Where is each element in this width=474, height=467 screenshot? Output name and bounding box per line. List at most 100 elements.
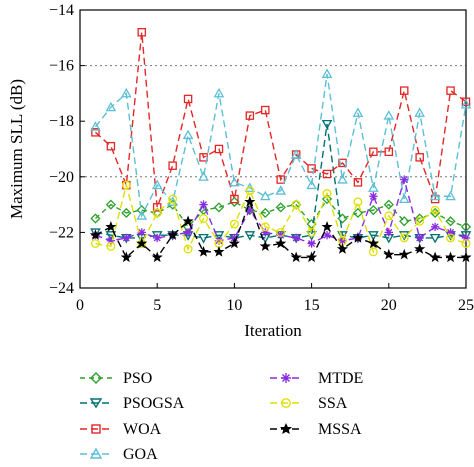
data-point-goa <box>306 179 317 190</box>
series-line-mssa <box>95 199 466 259</box>
data-point-goa <box>368 182 379 192</box>
data-point-mssa <box>352 232 364 243</box>
data-point-ssa <box>353 197 363 207</box>
data-point-mssa <box>290 251 302 263</box>
data-point-woa <box>461 97 471 106</box>
data-point-woa <box>261 105 270 115</box>
legend-marker-ssa <box>281 398 291 408</box>
data-point-mtde <box>122 233 131 243</box>
data-point-woa <box>369 147 378 157</box>
data-point-ssa <box>291 200 301 210</box>
legend-marker-goa <box>89 447 103 459</box>
legend-marker-psogsa <box>89 398 103 409</box>
data-point-ssa <box>415 216 425 226</box>
legend-entry-ssa: SSA <box>270 395 348 412</box>
data-point-psogsa <box>368 231 379 241</box>
data-point-mssa <box>182 215 194 227</box>
data-point-mssa <box>136 237 148 249</box>
data-point-mssa <box>367 237 379 249</box>
data-point-mssa <box>105 220 117 232</box>
x-tick-label: 5 <box>153 297 161 314</box>
data-point-pso <box>90 213 101 224</box>
data-point-mssa <box>414 243 426 254</box>
legend-entry-woa: WOA <box>80 421 162 438</box>
x-tick-label: 25 <box>458 297 474 314</box>
data-point-mssa <box>460 251 472 263</box>
legend-marker-mtde <box>281 373 291 383</box>
data-point-pso <box>213 202 225 213</box>
data-point-psogsa <box>244 231 256 241</box>
data-point-mssa <box>120 251 132 263</box>
legend-label-goa: GOA <box>123 446 158 463</box>
series-line-ssa <box>95 182 467 254</box>
data-point-goa <box>90 121 101 131</box>
data-point-mssa <box>228 237 240 249</box>
data-point-mssa <box>244 195 256 207</box>
data-point-psogsa <box>213 231 225 241</box>
data-point-ssa <box>461 239 471 248</box>
legend-label-psogsa: PSOGSA <box>123 395 185 412</box>
data-point-pso <box>383 199 394 210</box>
data-point-ssa <box>446 233 456 243</box>
data-point-mtde <box>369 192 378 201</box>
legend-marker-pso <box>90 372 102 384</box>
data-point-psogsa <box>429 233 441 244</box>
data-point-ssa <box>152 208 162 218</box>
data-point-ssa <box>183 244 193 254</box>
data-point-pso <box>414 213 425 224</box>
data-point-woa <box>168 161 177 170</box>
data-point-ssa <box>245 186 255 196</box>
data-point-woa <box>183 94 193 104</box>
x-axis-title: Iteration <box>244 321 302 340</box>
data-point-woa <box>137 27 147 37</box>
data-point-mssa <box>151 251 163 263</box>
y-tick-label: −22 <box>49 224 74 241</box>
legend-entry-goa: GOA <box>80 446 158 463</box>
legend-label-woa: WOA <box>123 421 162 438</box>
data-point-goa <box>229 176 240 187</box>
x-tick-label: 10 <box>226 297 242 314</box>
data-point-mtde <box>430 222 440 232</box>
data-point-ssa <box>90 239 100 248</box>
data-point-ssa <box>199 214 208 223</box>
data-point-woa <box>276 175 285 184</box>
x-tick-label: 15 <box>304 297 320 314</box>
data-point-mtde <box>415 233 424 243</box>
series-ssa <box>90 180 471 257</box>
data-point-goa <box>445 190 456 201</box>
data-point-goa <box>121 87 132 98</box>
series-mssa <box>89 195 472 263</box>
legend-entry-mtde: MTDE <box>270 370 363 387</box>
y-tick-label: −14 <box>49 2 74 19</box>
data-point-mssa <box>321 220 333 232</box>
data-point-ssa <box>322 189 332 198</box>
legend-entry-psogsa: PSOGSA <box>80 395 185 412</box>
data-point-mssa <box>167 229 179 240</box>
data-point-woa <box>245 111 255 120</box>
data-point-goa <box>259 190 271 201</box>
data-point-ssa <box>121 180 131 190</box>
y-tick-label: −18 <box>49 113 74 130</box>
data-point-ssa <box>168 194 178 204</box>
data-point-mtde <box>153 233 162 243</box>
data-point-mssa <box>398 248 410 260</box>
data-point-pso <box>275 202 286 213</box>
data-point-pso <box>352 207 364 219</box>
data-point-pso <box>105 199 116 210</box>
data-point-woa <box>384 147 394 157</box>
data-point-goa <box>182 129 194 140</box>
data-point-pso <box>445 216 456 227</box>
data-point-goa <box>136 210 148 220</box>
data-point-mssa <box>89 229 102 240</box>
data-point-pso <box>368 205 379 216</box>
data-point-woa <box>230 194 239 204</box>
data-point-goa <box>398 193 410 204</box>
data-point-woa <box>353 178 363 187</box>
plot-frame <box>79 9 467 289</box>
legend-label-ssa: SSA <box>318 395 348 412</box>
data-point-mssa <box>429 251 441 263</box>
data-point-ssa <box>106 241 116 251</box>
legend-marker-mssa <box>279 423 293 435</box>
data-point-pso <box>460 221 472 232</box>
legend-entry-pso: PSO <box>80 370 152 387</box>
